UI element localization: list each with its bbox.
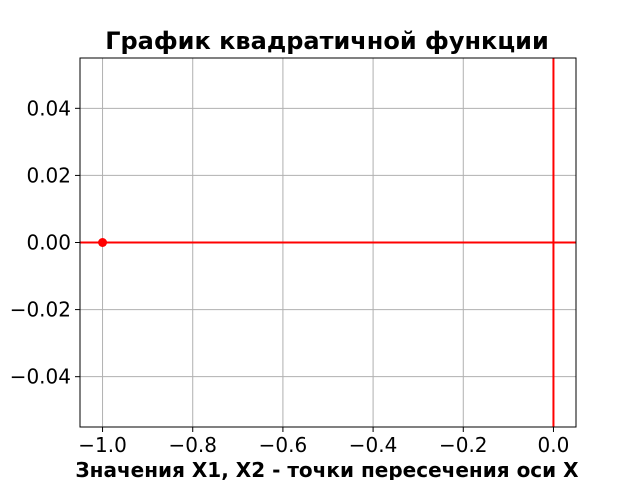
y-tick-label: 0.00 — [26, 231, 71, 255]
x-tick-label: −0.8 — [168, 433, 217, 457]
y-tick-label: 0.02 — [26, 163, 71, 187]
ticks: −1.0 −0.8 −0.6 −0.4 −0.2 0.0 0.04 0.02 0.00 −0.02… — [10, 96, 570, 457]
series — [80, 58, 576, 427]
x-tick-label: −0.2 — [439, 433, 488, 457]
y-tick-label: 0.04 — [26, 96, 71, 120]
x-axis-label: Значения X1, X2 - точки пересечения оси … — [75, 458, 579, 480]
chart-title: График квадратичной функции — [105, 27, 549, 55]
x-tick-label: −0.4 — [349, 433, 398, 457]
x-tick-label: −0.6 — [259, 433, 308, 457]
y-tick-label: −0.04 — [10, 365, 71, 389]
y-tick-label: −0.02 — [10, 298, 71, 322]
x-tick-label: −1.0 — [78, 433, 127, 457]
intersection-point — [98, 238, 108, 247]
x-tick-label: 0.0 — [538, 433, 570, 457]
